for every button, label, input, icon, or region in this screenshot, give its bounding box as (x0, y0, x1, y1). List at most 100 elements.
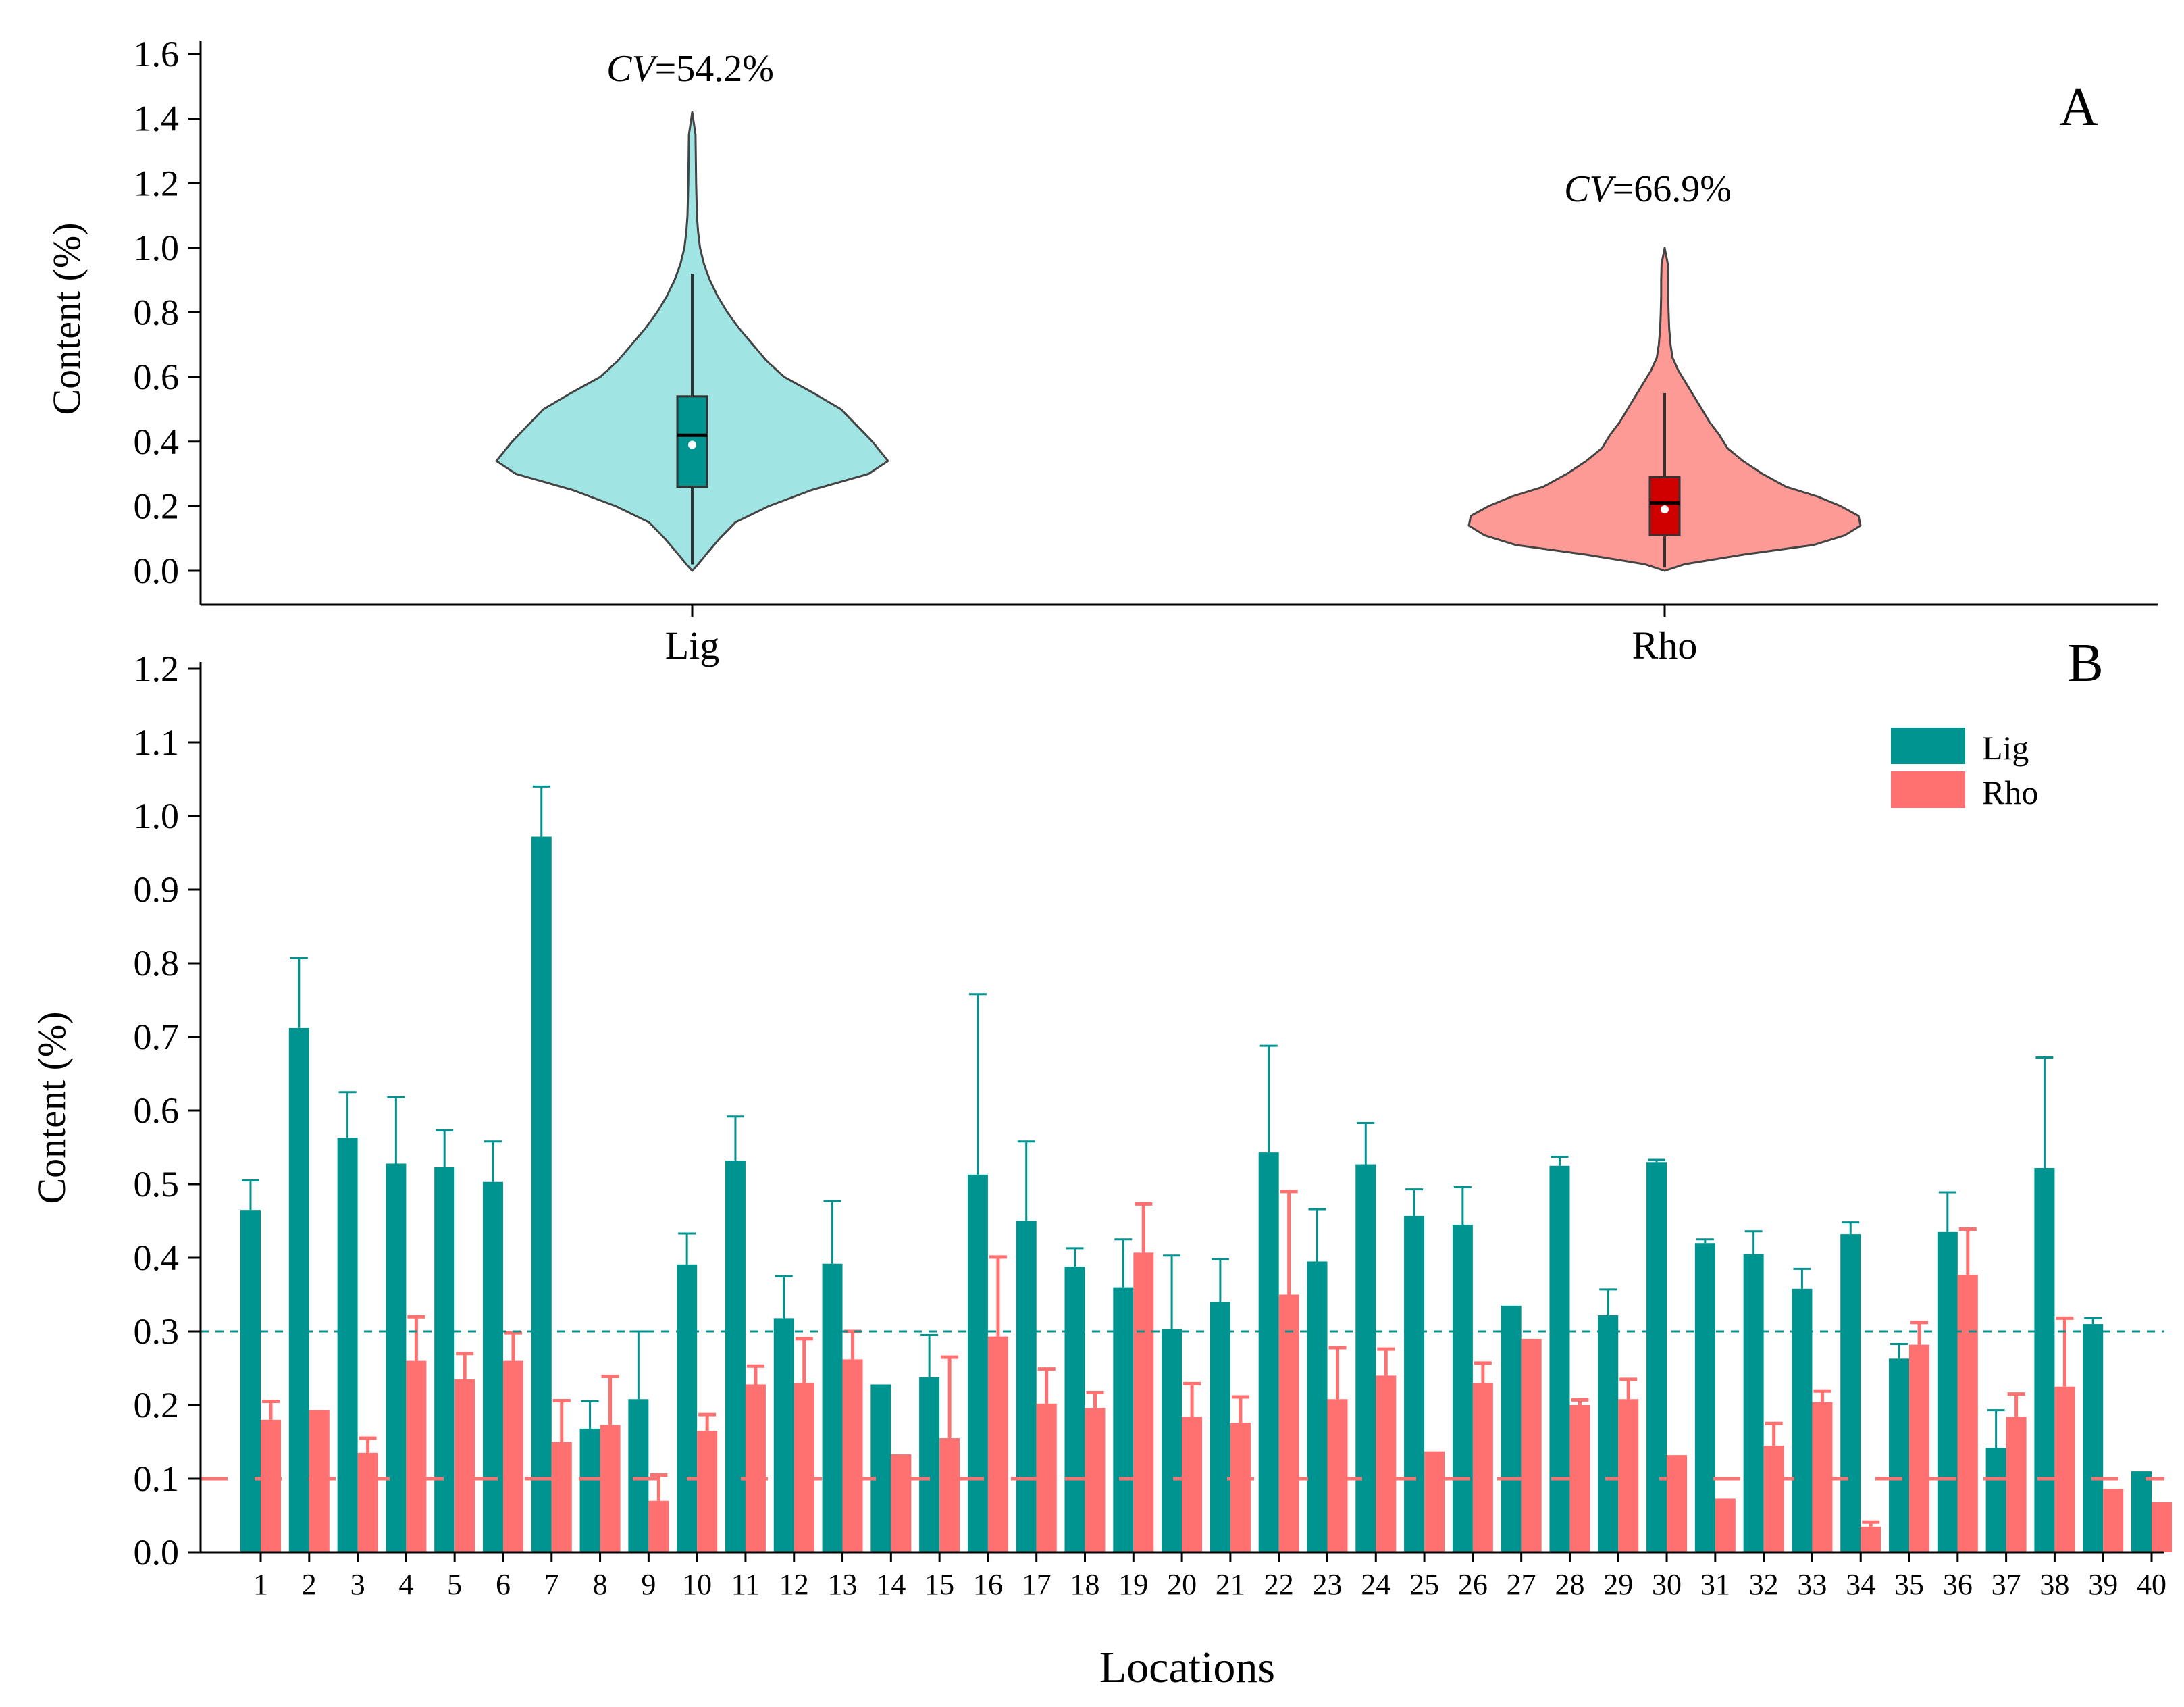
lig-bar (1792, 1288, 1813, 1552)
rho-bar (1667, 1455, 1688, 1552)
legend-label-lig: Lig (1982, 729, 2029, 767)
rho-bar (891, 1454, 912, 1552)
lig-cv-prefix: CV (606, 48, 658, 90)
panel-b-x-tick-label: 36 (1943, 1568, 1973, 1601)
panel-a-x-ticks: Lig Rho (665, 605, 1698, 667)
rho-bar (697, 1431, 718, 1552)
rho-bar (551, 1442, 572, 1552)
lig-bar (1889, 1358, 1910, 1552)
lig-bar (870, 1384, 891, 1552)
lig-bar (822, 1263, 843, 1552)
rho-bar (2152, 1502, 2172, 1552)
rho-bar (1182, 1417, 1203, 1552)
panel-b-x-ticks: 1 2 3 4 5 6 7 8 9 10 11 12 13 14 15 16 17 18 19 20 21 22 23 24 2… (253, 1552, 2166, 1601)
rho-bar (1618, 1399, 1639, 1552)
panel-b-x-tick-label: 22 (1264, 1568, 1294, 1601)
rho-cv-value: =66.9% (1613, 168, 1732, 210)
panel-a-y-tick-label: 1.4 (134, 99, 180, 139)
lig-bar (1598, 1315, 1619, 1552)
panel-b-x-tick-label: 5 (447, 1568, 462, 1601)
lig-bar (240, 1210, 261, 1552)
rho-bar (2006, 1417, 2027, 1552)
panel-b-label: B (2067, 634, 2103, 693)
panel-b-y-tick-label: 0.5 (134, 1164, 180, 1204)
rho-bar (1327, 1399, 1348, 1552)
lig-bar (1937, 1231, 1958, 1552)
panel-b-x-tick-label: 34 (1846, 1568, 1875, 1601)
panel-b-x-tick-label: 26 (1458, 1568, 1488, 1601)
panel-a-y-tick-label: 0.2 (134, 486, 180, 526)
lig-bar (1646, 1162, 1667, 1552)
rho-bar (1376, 1375, 1397, 1552)
panel-a-y-tick-label: 0.4 (134, 422, 180, 462)
panel-b-x-tick-label: 28 (1555, 1568, 1584, 1601)
panel-b-x-tick-label: 12 (779, 1568, 809, 1601)
panel-b-x-tick-label: 37 (1992, 1568, 2021, 1601)
legend-swatch-lig (1891, 728, 1965, 764)
panel-a-axes (199, 41, 2158, 606)
lig-bar (1113, 1287, 1134, 1552)
panel-b-y-tick-label: 1.0 (134, 796, 180, 836)
panel-b-x-tick-label: 6 (496, 1568, 511, 1601)
panel-b-x-tick-label: 29 (1603, 1568, 1633, 1601)
panel-a-x-tick-label-rho: Rho (1632, 623, 1698, 667)
legend-label-rho: Rho (1982, 773, 2038, 811)
legend: Lig Rho (1891, 728, 2038, 811)
lig-bar (2083, 1324, 2104, 1552)
panel-b-x-tick-label: 39 (2088, 1568, 2118, 1601)
rho-bar (2054, 1386, 2075, 1552)
lig-cv-value: =54.2% (655, 48, 774, 90)
lig-bar (919, 1377, 940, 1552)
lig-cv-annotation: CV=54.2% (606, 48, 774, 90)
panel-a-violins (495, 111, 1862, 572)
panel-a-y-tick-label: 0.0 (134, 551, 180, 591)
lig-bar (677, 1264, 698, 1552)
lig-bar (337, 1138, 358, 1552)
rho-bar (2103, 1489, 2124, 1552)
panel-a-x-tick-label-lig: Lig (665, 623, 720, 667)
panel-b-x-tick-label: 1 (253, 1568, 268, 1601)
rho-bar (502, 1360, 523, 1552)
rho-bar (309, 1410, 330, 1552)
lig-bar (1694, 1243, 1715, 1552)
panel-b-y-tick-label: 0.6 (134, 1090, 180, 1131)
rho-bar (1133, 1252, 1154, 1552)
lig-box (676, 395, 708, 488)
panel-a-label: A (2059, 78, 2098, 137)
rho-bar (1763, 1445, 1784, 1552)
panel-b-x-tick-label: 33 (1797, 1568, 1827, 1601)
panel-b-x-tick-label: 13 (828, 1568, 858, 1601)
lig-bar (967, 1174, 988, 1552)
rho-bar (1715, 1498, 1736, 1552)
lig-bar (773, 1318, 794, 1552)
panel-b-x-tick-label: 19 (1118, 1568, 1148, 1601)
panel-b-y-axis-label: Content (%) (30, 1011, 74, 1204)
panel-a-y-tick-label: 1.2 (134, 163, 180, 203)
panel-b-y-tick-label: 0.1 (134, 1458, 180, 1499)
rho-bar (261, 1419, 281, 1552)
lig-bar (1016, 1221, 1037, 1552)
rho-cv-annotation: CV=66.9% (1564, 168, 1732, 210)
rho-bar (1472, 1383, 1493, 1552)
lig-bar (1743, 1254, 1764, 1552)
rho-bar (1230, 1423, 1251, 1552)
lig-bar (434, 1167, 455, 1552)
lig-bar (1452, 1224, 1473, 1552)
panel-b-x-tick-label: 27 (1507, 1568, 1536, 1601)
panel-b-x-tick-label: 21 (1216, 1568, 1245, 1601)
rho-bar (1861, 1526, 1881, 1552)
rho-bar (357, 1452, 378, 1552)
lig-bar (1210, 1302, 1230, 1552)
panel-b-x-tick-label: 20 (1167, 1568, 1197, 1601)
rho-mean-point (1661, 505, 1669, 514)
rho-bar (842, 1359, 863, 1552)
panel-b-bar-chart: 0.00.10.20.30.40.50.60.70.80.91.01.11.2 … (30, 634, 2172, 1692)
rho-bar (794, 1383, 814, 1552)
panel-b-y-tick-label: 0.3 (134, 1311, 180, 1352)
rho-bar (1909, 1344, 1930, 1552)
panel-b-y-tick-label: 1.1 (134, 722, 180, 763)
rho-cv-prefix: CV (1564, 168, 1616, 210)
lig-bar (2131, 1471, 2152, 1552)
panel-a-y-tick-label: 0.6 (134, 357, 180, 397)
